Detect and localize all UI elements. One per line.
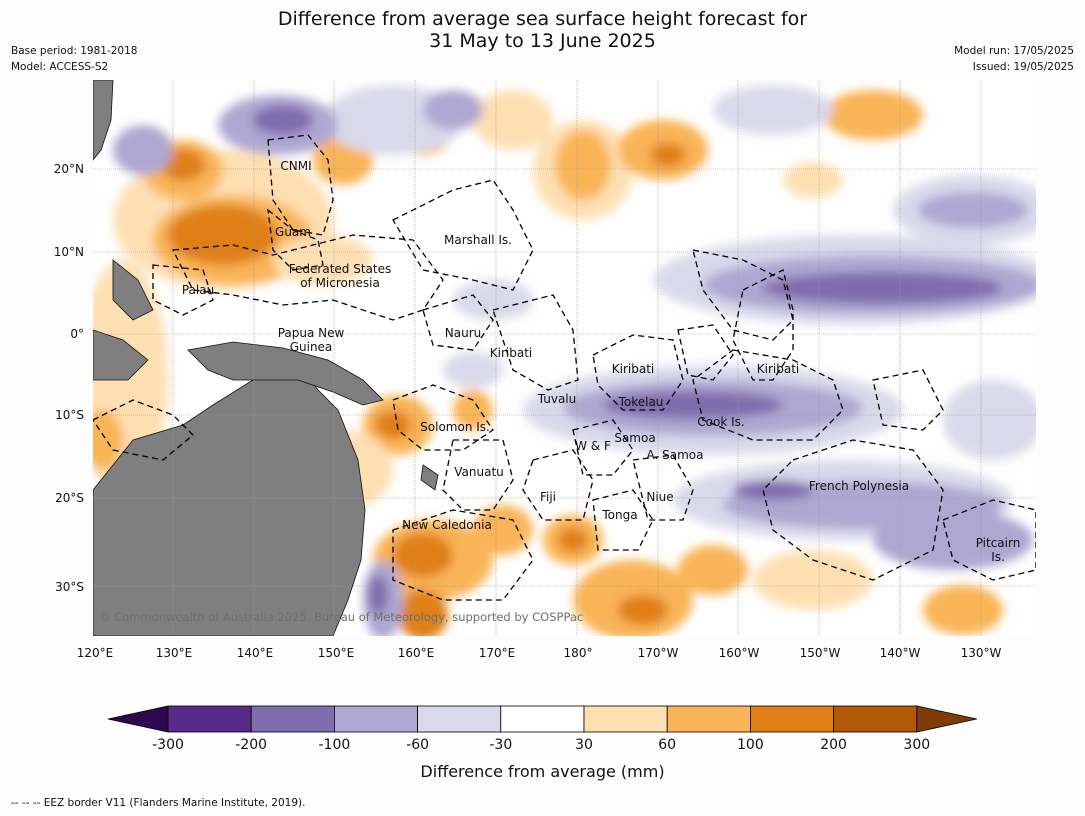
label-kiribati-central: Kiribati [611, 362, 655, 376]
colorbar-segment [666, 705, 751, 733]
label-tokelau: Tokelau [618, 395, 664, 409]
latitude-label: 20°S [55, 491, 84, 505]
meta-right: Model run: 17/05/2025 Issued: 19/05/2025 [954, 43, 1074, 75]
label-palau: Palau [181, 283, 215, 297]
label-wallis-futuna: W & F [575, 439, 611, 453]
longitude-label: 180° [563, 646, 593, 660]
label-tuvalu: Tuvalu [537, 392, 577, 406]
colorbar-tick-label: 100 [737, 737, 764, 753]
anomaly-shading [93, 85, 1036, 636]
label-nauru: Nauru [444, 326, 482, 340]
label-pitcairn-line-1: Pitcairn [975, 536, 1021, 550]
colorbar-segment [833, 705, 918, 733]
eez-borders [93, 134, 1036, 601]
label-samoa: Samoa [614, 431, 656, 445]
latitude-label: 10°S [55, 408, 84, 422]
land-masses [93, 80, 439, 636]
longitude-label: 130°E [155, 646, 193, 660]
label-cnmi: CNMI [280, 159, 312, 173]
label-solomon-islands: Solomon Is. [420, 420, 490, 434]
colorbar-segment [250, 705, 335, 733]
label-marshall-islands: Marshall Is. [444, 233, 512, 247]
latitude-label: 30°S [55, 580, 84, 594]
longitude-label: 160°W [718, 646, 760, 660]
longitude-label: 170°E [478, 646, 516, 660]
colorbar-tick-label: -60 [406, 737, 430, 753]
colorbar-tick-label: 200 [820, 737, 847, 753]
model-name: Model: ACCESS-S2 [11, 61, 109, 73]
label-new-caledonia: New Caledonia [402, 518, 492, 532]
colorbar [108, 705, 977, 733]
latitude-label: 10°N [53, 245, 84, 259]
colorbar-extend-low [108, 705, 169, 733]
label-pitcairn: Pitcairn Is. [976, 536, 1021, 564]
label-fsm-line-2: of Micronesia [300, 276, 380, 290]
chart-title: Difference from average sea surface heig… [0, 8, 1085, 52]
label-niue: Niue [646, 490, 674, 504]
colorbar-tick-label: -200 [235, 737, 268, 753]
base-period: Base period: 1981-2018 [11, 45, 138, 57]
map-panel[interactable]: CNMI Guam Marshall Is. Federated States … [93, 80, 1036, 636]
latitude-label: 0° [70, 327, 84, 341]
gridlines [93, 80, 1036, 636]
colorbar-tick-label: 300 [903, 737, 931, 753]
copyright-notice: © Commonwealth of Australia 2025, Bureau… [99, 610, 584, 624]
issued-date: Issued: 19/05/2025 [972, 61, 1074, 73]
colorbar-tick-label: -100 [318, 737, 351, 753]
longitude-label: 120°E [76, 646, 114, 660]
colorbar-segment [333, 705, 418, 733]
label-pitcairn-line-2: Is. [991, 550, 1005, 564]
colorbar-segment [417, 705, 502, 733]
longitude-label: 150°E [317, 646, 355, 660]
longitude-label: 170°W [637, 646, 679, 660]
longitude-label: 130°W [960, 646, 1002, 660]
colorbar-segment [583, 705, 668, 733]
label-kiribati-east: Kiribati [756, 362, 800, 376]
title-line-2: 31 May to 13 June 2025 [429, 30, 656, 52]
eez-legend-note: -- -- -- EEZ border V11 (Flanders Marine… [11, 797, 306, 809]
label-png: Papua New Guinea [278, 326, 345, 354]
colorbar-segment [750, 705, 835, 733]
meta-left: Base period: 1981-2018 Model: ACCESS-S2 [11, 43, 137, 75]
label-fsm: Federated States of Micronesia [289, 262, 391, 290]
label-png-line-1: Papua New [277, 326, 345, 340]
longitude-label: 140°E [236, 646, 274, 660]
label-guam: Guam [275, 225, 311, 239]
longitude-label: 150°W [799, 646, 841, 660]
label-french-polynesia: French Polynesia [808, 479, 910, 493]
label-kiribati-west: Kiribati [489, 346, 533, 360]
colorbar-tick-label: 30 [575, 737, 593, 753]
colorbar-tick-label: -30 [489, 737, 513, 753]
map-canvas [93, 80, 1036, 636]
label-fiji: Fiji [539, 490, 557, 504]
label-png-line-2: Guinea [289, 340, 333, 354]
label-tonga: Tonga [602, 508, 638, 522]
label-cook-islands: Cook Is. [697, 415, 745, 429]
latitude-label: 20°N [53, 162, 84, 176]
colorbar-tick-label: 60 [658, 737, 677, 753]
colorbar-segment [167, 705, 252, 733]
colorbar-segment [500, 705, 585, 733]
longitude-label: 160°E [397, 646, 435, 660]
longitude-label: 140°W [879, 646, 921, 660]
label-american-samoa: A. Samoa [646, 448, 704, 462]
colorbar-extend-high [916, 705, 977, 733]
title-line-1: Difference from average sea surface heig… [277, 8, 808, 30]
model-run: Model run: 17/05/2025 [954, 45, 1074, 57]
colorbar-label: Difference from average (mm) [420, 762, 665, 781]
label-fsm-line-1: Federated States [288, 262, 392, 276]
colorbar-tick-label: -300 [152, 737, 184, 753]
label-vanuatu: Vanuatu [454, 465, 504, 479]
